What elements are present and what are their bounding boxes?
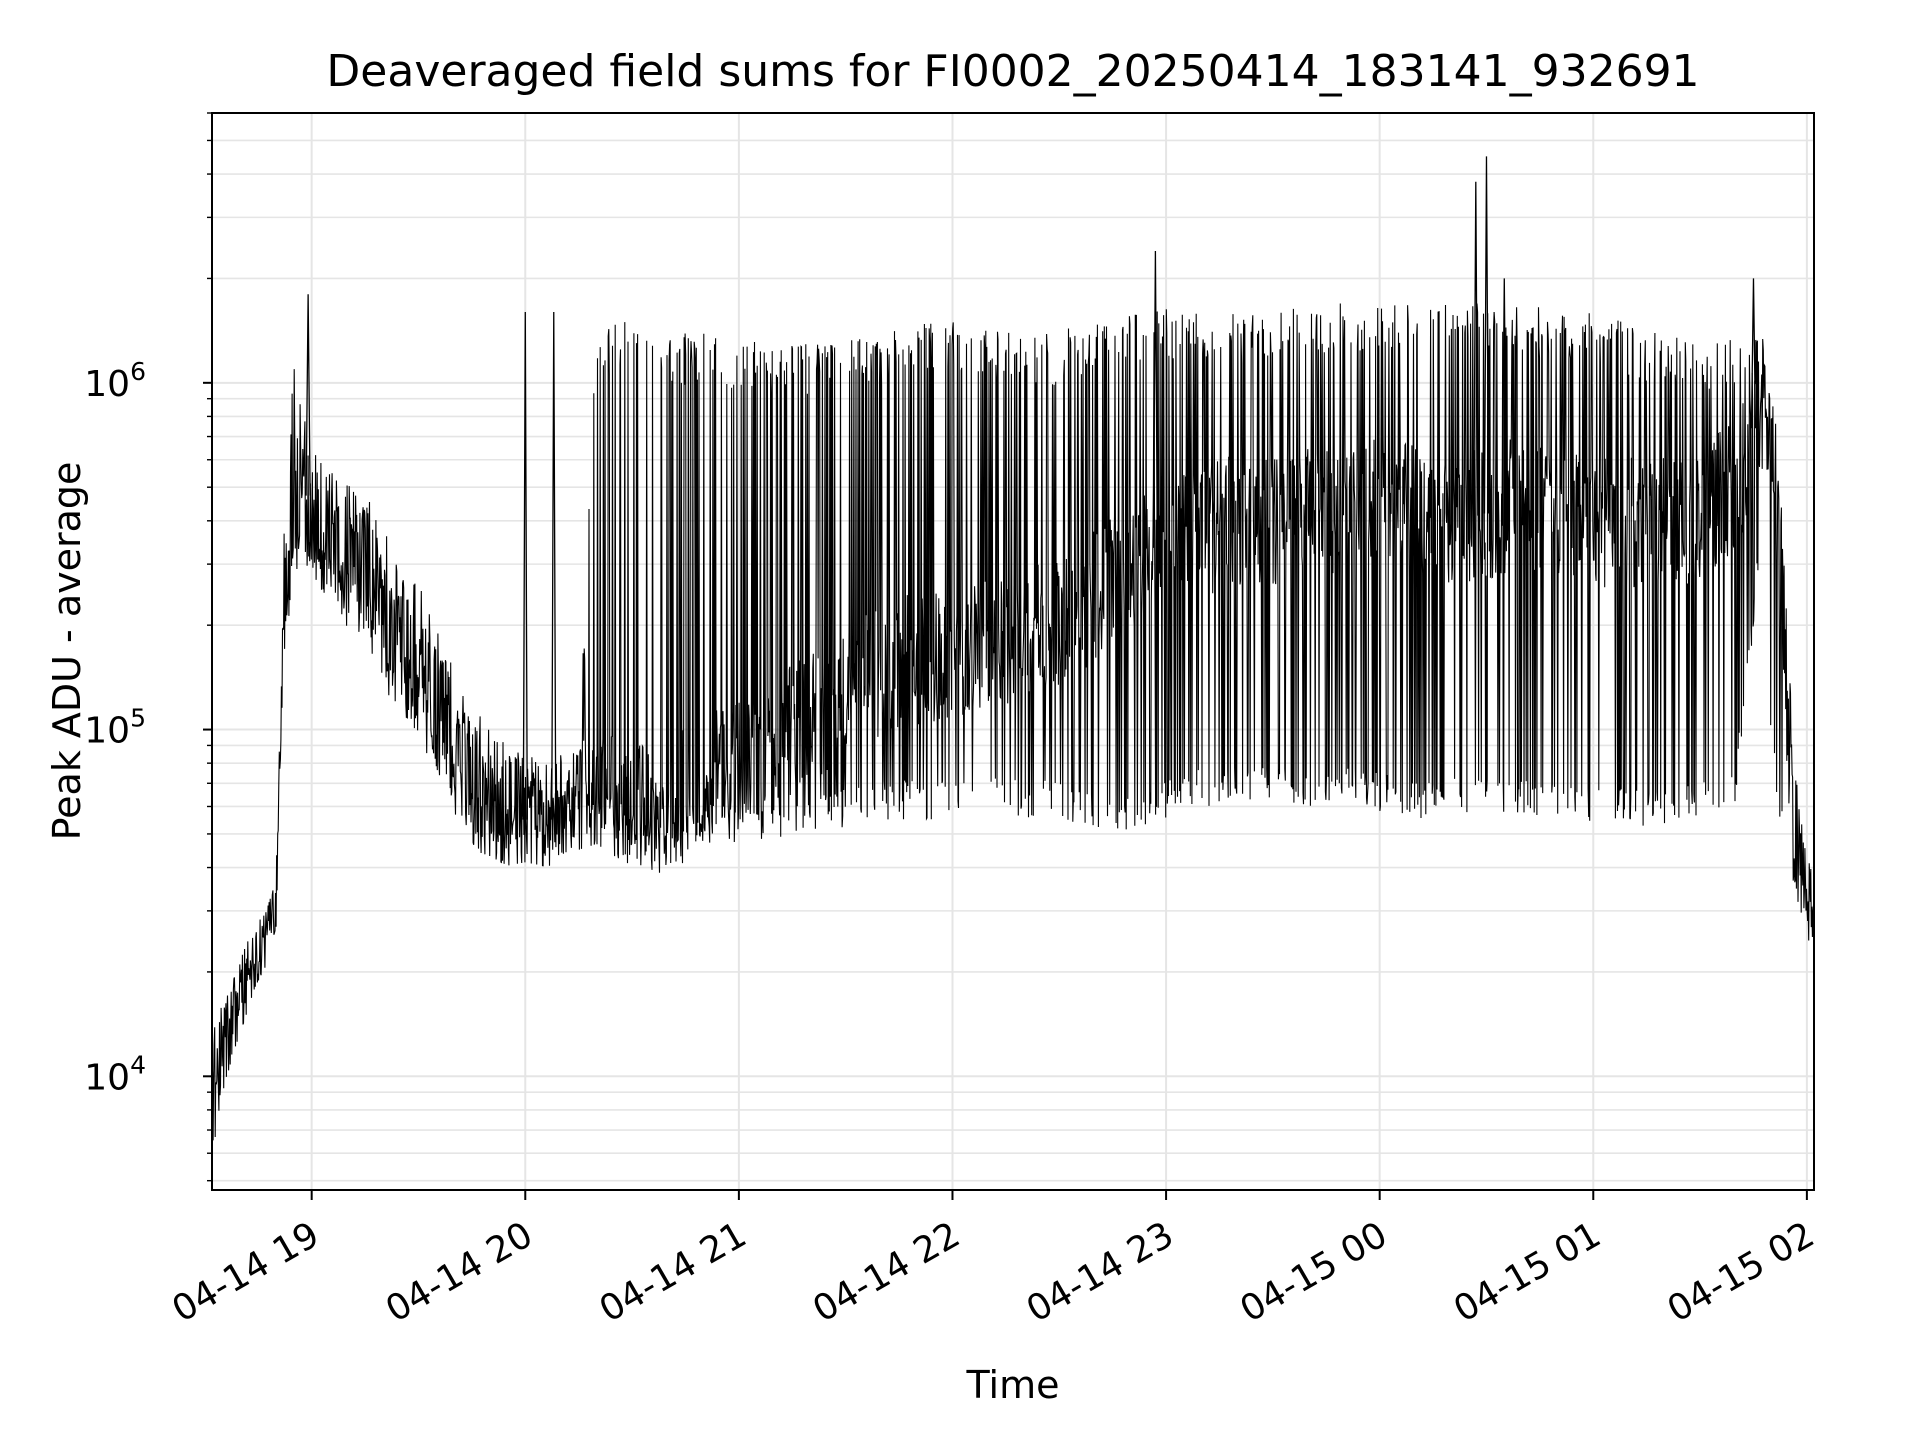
- data-spike: [1152, 250, 1159, 548]
- y-tick-label: 106: [84, 357, 146, 405]
- data-spike: [551, 312, 557, 820]
- plot-frame: [211, 112, 1815, 1191]
- data-spike: [1473, 181, 1479, 516]
- y-tick-label: 104: [84, 1050, 146, 1098]
- y-tick-label: 105: [84, 704, 146, 752]
- data-spike: [522, 312, 528, 820]
- y-axis-label: Peak ADU - average: [45, 462, 89, 841]
- data-spike: [305, 294, 311, 496]
- x-axis-label: Time: [966, 1363, 1060, 1407]
- data-series-line: [212, 303, 1814, 1141]
- data-spike: [1501, 278, 1507, 509]
- data-spike: [1483, 156, 1490, 514]
- data-spike: [1750, 278, 1757, 429]
- plot-area: [212, 156, 1814, 1141]
- chart-title: Deaveraged field sums for FI0002_2025041…: [326, 46, 1699, 97]
